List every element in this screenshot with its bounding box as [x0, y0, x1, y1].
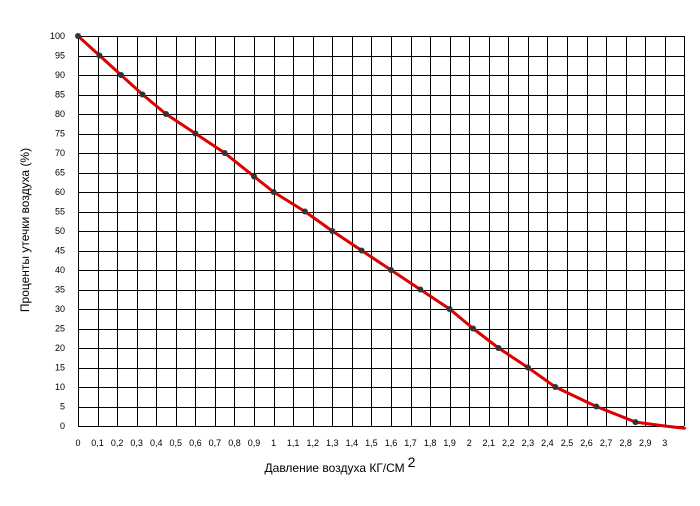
- data-point: [139, 91, 146, 98]
- x-tick-label: 2,2: [502, 438, 515, 448]
- y-tick-labels: 0 5 10 15 20 25 30 35 40 45 50 55 60 65 70 75 80 85 90 95 10…: [50, 31, 65, 431]
- data-point: [301, 208, 308, 215]
- data-point: [632, 419, 639, 426]
- y-tick-label: 50: [55, 226, 65, 236]
- x-tick-label: 1,1: [287, 438, 300, 448]
- x-tick-label: 2,8: [619, 438, 632, 448]
- data-point: [75, 33, 81, 39]
- x-tick-label: 0,5: [170, 438, 183, 448]
- x-tick-label: 2,3: [522, 438, 535, 448]
- data-point: [329, 228, 336, 234]
- y-tick-label: 10: [55, 382, 65, 392]
- y-tick-label: 65: [55, 168, 65, 178]
- x-tick-label: 2,9: [639, 438, 652, 448]
- y-tick-label: 45: [55, 246, 65, 256]
- x-tick-label: 0,6: [189, 438, 202, 448]
- y-tick-label: 90: [55, 70, 65, 80]
- x-tick-label: 2,7: [600, 438, 613, 448]
- x-tick-label: 0,4: [150, 438, 163, 448]
- y-tick-label: 75: [55, 129, 65, 139]
- x-axis-label-text: Давление воздуха КГ/СМ: [265, 461, 405, 475]
- x-tick-label: 1,3: [326, 438, 339, 448]
- y-tick-label: 80: [55, 109, 65, 119]
- data-point: [251, 173, 257, 180]
- y-tick-label: 40: [55, 265, 65, 275]
- data-point: [221, 150, 228, 156]
- series-markers: [75, 33, 639, 426]
- y-tick-label: 95: [55, 51, 65, 61]
- x-tick-label: 0,8: [228, 438, 241, 448]
- y-tick-label: 25: [55, 324, 65, 334]
- y-tick-label: 35: [55, 285, 65, 295]
- y-tick-label: 100: [50, 31, 65, 41]
- x-tick-label: 2,6: [580, 438, 593, 448]
- data-point: [96, 52, 103, 59]
- data-point: [163, 111, 169, 117]
- x-tick-label: 1,4: [346, 438, 359, 448]
- x-tick-label: 1,9: [443, 438, 456, 448]
- x-tick-label: 1,7: [404, 438, 417, 448]
- x-tick-label: 0,9: [248, 438, 261, 448]
- x-axis-label-superscript: 2: [408, 454, 416, 470]
- y-tick-label: 0: [60, 421, 65, 431]
- x-tick-label: 0: [75, 438, 80, 448]
- chart-grid: [78, 36, 685, 427]
- y-tick-label: 70: [55, 148, 65, 158]
- y-tick-label: 60: [55, 187, 65, 197]
- y-tick-label: 85: [55, 90, 65, 100]
- data-point: [388, 267, 394, 273]
- data-point: [593, 403, 600, 410]
- x-axis-label: Давление воздуха КГ/СМ 2: [265, 454, 416, 475]
- x-tick-labels: 0 0,1 0,2 0,3 0,4 0,5 0,6 0,7 0,8 0,9 1 1,1 1,2 1,3 1,…: [75, 438, 667, 448]
- data-point: [118, 72, 124, 78]
- x-tick-label: 0,7: [209, 438, 222, 448]
- x-tick-label: 3: [662, 438, 667, 448]
- data-point: [495, 345, 502, 351]
- y-tick-label: 20: [55, 343, 65, 353]
- data-point: [358, 247, 365, 254]
- x-tick-label: 2,5: [561, 438, 574, 448]
- data-point: [270, 189, 277, 195]
- y-tick-label: 5: [60, 402, 65, 412]
- data-point: [524, 364, 531, 371]
- x-tick-label: 1,8: [424, 438, 437, 448]
- x-tick-label: 0,1: [91, 438, 104, 448]
- data-point: [552, 384, 559, 390]
- x-tick-label: 1,2: [306, 438, 319, 448]
- data-point: [446, 306, 453, 312]
- x-tick-label: 1,5: [365, 438, 378, 448]
- data-point: [470, 325, 477, 332]
- x-tick-label: 1: [271, 438, 276, 448]
- data-point: [417, 286, 424, 293]
- x-tick-label: 0,2: [111, 438, 124, 448]
- x-tick-label: 2: [467, 438, 472, 448]
- y-axis-label: Проценты утечки воздуха (%): [18, 148, 32, 312]
- series-line: [76, 34, 686, 430]
- y-tick-label: 30: [55, 304, 65, 314]
- x-tick-label: 1,6: [385, 438, 398, 448]
- data-point: [192, 130, 199, 137]
- y-tick-label: 15: [55, 363, 65, 373]
- x-tick-label: 2,1: [483, 438, 496, 448]
- x-tick-label: 0,3: [130, 438, 143, 448]
- y-tick-label: 55: [55, 207, 65, 217]
- x-tick-label: 2,4: [541, 438, 554, 448]
